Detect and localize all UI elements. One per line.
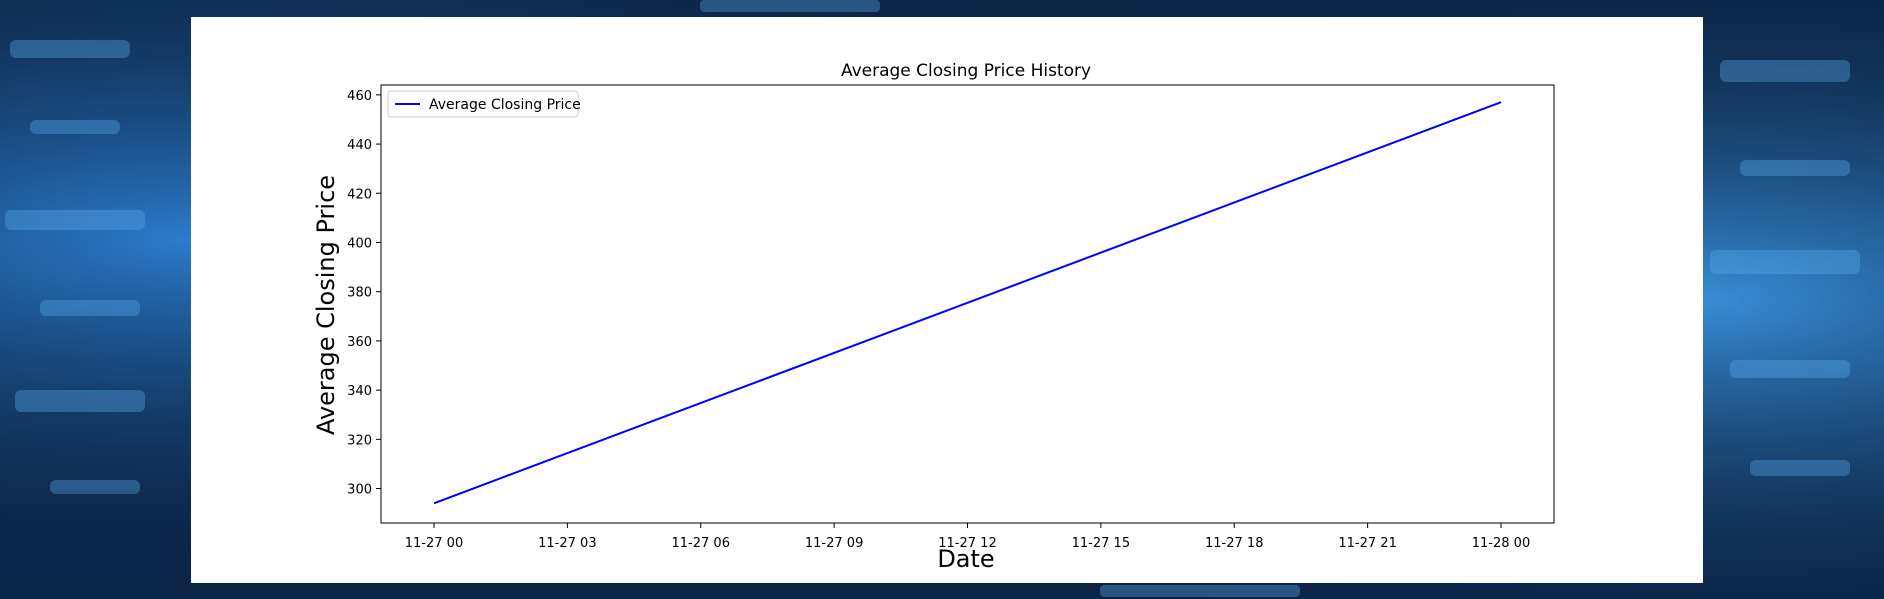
plot-area-frame (380, 84, 1555, 524)
y-tick-label: 440 (347, 138, 372, 153)
x-tick-label: 11-28 00 (1472, 536, 1530, 551)
x-tick-label: 11-27 03 (538, 536, 596, 551)
y-tick-label: 300 (347, 483, 372, 498)
y-tick-label: 460 (347, 89, 372, 104)
y-tick-label: 320 (347, 433, 372, 448)
line-chart: Average Closing Price History 3003203403… (312, 61, 1555, 573)
x-tick-label: 11-27 06 (672, 536, 730, 551)
chart-title: Average Closing Price History (841, 61, 1091, 81)
legend-label: Average Closing Price (429, 97, 581, 113)
x-tick-label: 11-27 12 (938, 536, 996, 551)
x-tick-label: 11-27 00 (405, 536, 463, 551)
x-tick-label: 11-27 18 (1205, 536, 1263, 551)
y-axis-ticks: 300 320 340 360 380 400 420 440 460 (347, 89, 381, 498)
series-line-average-closing-price (433, 101, 1502, 505)
y-tick-label: 360 (347, 335, 372, 350)
y-axis-label: Average Closing Price (312, 175, 340, 435)
y-tick-label: 380 (347, 286, 372, 301)
y-tick-label: 420 (347, 187, 372, 202)
legend-box (387, 90, 579, 118)
x-tick-label: 11-27 15 (1072, 536, 1130, 551)
legend: Average Closing Price (387, 90, 581, 118)
x-tick-label: 11-27 09 (805, 536, 863, 551)
x-axis-label: Date (937, 545, 994, 573)
x-axis-ticks: 11-27 00 11-27 03 11-27 06 11-27 09 11-27 12… (405, 523, 1530, 551)
x-tick-label: 11-27 21 (1338, 536, 1396, 551)
chart-panel: Average Closing Price History 300 320 340 3… (191, 17, 1703, 583)
y-tick-label: 400 (347, 236, 372, 251)
y-tick-label: 340 (347, 384, 372, 399)
